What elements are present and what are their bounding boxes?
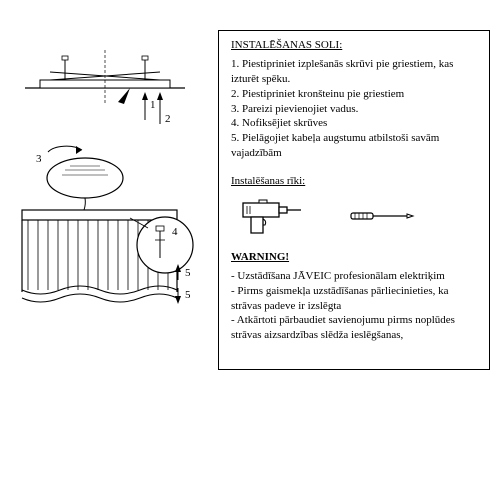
warning-2: - Pirms gaismekļa uzstādīšanas pārliecin…: [231, 284, 481, 314]
bracket-svg: 1 2: [10, 30, 210, 130]
page-container: 1 2 3: [0, 0, 500, 380]
step-4: 4. Nofiksējiet skrūves: [231, 116, 481, 131]
label-4: 4: [172, 226, 178, 238]
step-5: 5. Pielāgojiet kabeļa augstumu atbilstoš…: [231, 131, 481, 161]
drill-icon: [239, 195, 309, 237]
diagram-bracket: 1 2: [10, 30, 210, 130]
step-2: 2. Piestipriniet kronšteinu pie griestie…: [231, 87, 481, 102]
screwdriver-icon: [349, 208, 419, 224]
steps-title: INSTALĒŠANAS SOLI:: [231, 39, 481, 51]
warning-1: - Uzstādīšana JĀVEIC profesionālam elekt…: [231, 269, 481, 284]
warning-list: - Uzstādīšana JĀVEIC profesionālam elekt…: [231, 269, 481, 343]
warning-title: WARNING!: [231, 251, 481, 263]
step-1: 1. Piestipriniet izplešanās skrūvi pie g…: [231, 57, 481, 87]
label-3: 3: [36, 153, 42, 165]
label-1: 1: [150, 99, 156, 111]
step-3: 3. Pareizi pievienojiet vadus.: [231, 102, 481, 117]
label-2: 2: [165, 113, 171, 125]
steps-list: 1. Piestipriniet izplešanās skrūvi pie g…: [231, 57, 481, 161]
diagram-canopy: 3: [10, 140, 210, 340]
tools-row: [239, 195, 481, 237]
label-5b: 5: [185, 289, 191, 301]
diagrams-column: 1 2 3: [10, 30, 210, 370]
tools-title: Instalēšanas rīki:: [231, 175, 481, 187]
label-5a: 5: [185, 267, 191, 279]
canopy-svg: 3: [10, 140, 210, 350]
text-column: INSTALĒŠANAS SOLI: 1. Piestipriniet izpl…: [218, 30, 490, 370]
warning-3: - Atkārtoti pārbaudiet savienojumu pirms…: [231, 313, 481, 343]
